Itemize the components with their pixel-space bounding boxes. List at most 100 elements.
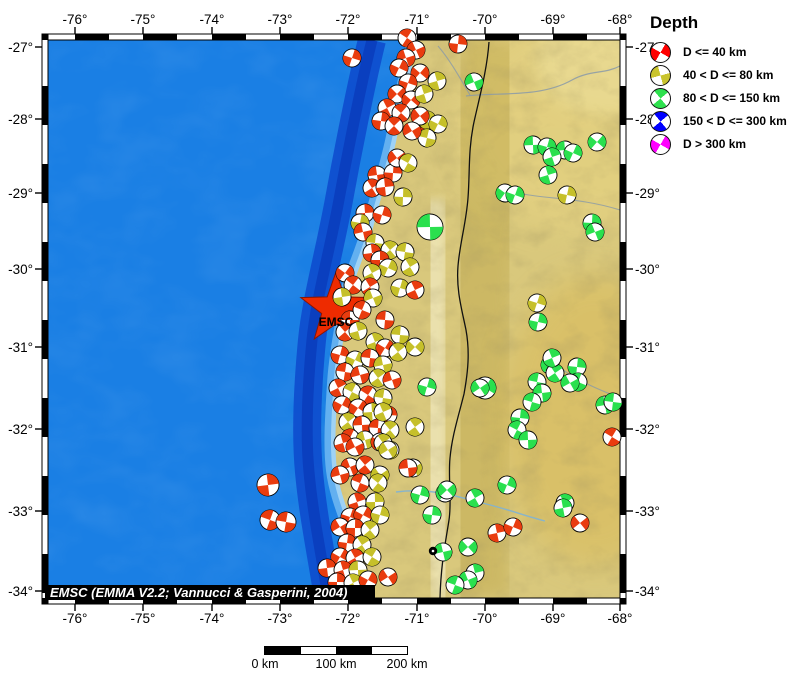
- beachball-symbol: [350, 365, 370, 385]
- beachball-symbol: [527, 293, 547, 313]
- scale-segment: [371, 647, 407, 654]
- beachball-symbol: [378, 567, 398, 587]
- beachball-symbol: [393, 187, 413, 207]
- beachball-symbol: [355, 455, 375, 475]
- beachball-symbol: [348, 321, 368, 341]
- beachball-symbol: [345, 518, 365, 538]
- beachball-symbol: [417, 377, 437, 397]
- river-line: [437, 45, 471, 96]
- beachball-symbol: [368, 368, 388, 388]
- frame-segment: [417, 598, 451, 604]
- beachball-symbol: [464, 72, 484, 92]
- lon-label-bottom: -71°: [405, 611, 430, 626]
- beachball-symbol: [370, 505, 390, 525]
- scale-segment: [300, 647, 336, 654]
- frame-segment: [620, 476, 626, 515]
- frame-corner: [620, 34, 626, 40]
- frame-segment: [280, 598, 314, 604]
- frame-segment: [143, 34, 177, 40]
- beachball-symbol: [402, 121, 422, 141]
- beachball-symbol: [570, 513, 590, 533]
- frame-corner: [42, 34, 48, 40]
- lon-label-top: -74°: [200, 12, 225, 27]
- beachball-symbol: [448, 34, 468, 54]
- lon-label-top: -73°: [268, 12, 293, 27]
- beachball-symbol: [528, 312, 548, 332]
- frame-segment: [485, 598, 519, 604]
- beachball-symbol: [378, 440, 398, 460]
- beachball-icon: [650, 64, 671, 86]
- beachball-symbol: [557, 185, 577, 205]
- frame-segment: [620, 242, 626, 281]
- lat-label-left: -31°: [8, 340, 33, 355]
- emsc-star-label: EMSC: [319, 315, 354, 329]
- beachball-symbol: [433, 542, 453, 562]
- lon-label-bottom: -76°: [63, 611, 88, 626]
- frame-segment: [553, 598, 587, 604]
- beachball-symbol: [560, 373, 580, 393]
- emsc-star: [299, 270, 373, 341]
- lon-label-bottom: -68°: [608, 611, 633, 626]
- beachball-symbol: [427, 71, 447, 91]
- attribution-box: [45, 585, 375, 600]
- lon-label-top: -70°: [473, 12, 498, 27]
- beachball-symbol: [518, 430, 538, 450]
- legend-item-shallow: D <= 40 km: [650, 41, 808, 63]
- frame-segment: [553, 34, 587, 40]
- lat-label-right: -32°: [635, 422, 660, 437]
- beachball-symbol: [395, 242, 415, 262]
- beachball-symbol: [388, 342, 408, 362]
- frame-corner: [42, 598, 48, 604]
- beachball-symbol: [542, 147, 562, 167]
- beachball-symbol: [405, 280, 425, 300]
- trench-axis: [301, 40, 378, 598]
- attribution-text: EMSC (EMMA V2.2; Vannucci & Gasperini, 2…: [50, 585, 347, 600]
- lon-label-top: -72°: [336, 12, 361, 27]
- frame-segment: [280, 34, 314, 40]
- frame-segment: [620, 398, 626, 437]
- beachball-symbol: [465, 488, 485, 508]
- lat-label-left: -34°: [8, 584, 33, 599]
- frame-segment: [417, 34, 451, 40]
- beachball-symbol: [405, 337, 425, 357]
- scale-segment: [265, 647, 301, 654]
- lon-label-top: -68°: [608, 12, 633, 27]
- map-frame: [41, 33, 627, 605]
- beachball-symbol: [523, 135, 543, 155]
- beachball-layer: [256, 28, 623, 595]
- legend-item-label: 150 < D <= 300 km: [683, 114, 787, 128]
- beachball-symbol: [330, 465, 350, 485]
- lon-label-top: -71°: [405, 12, 430, 27]
- beachball-icon: [650, 41, 671, 63]
- frame-segment: [42, 398, 48, 437]
- legend-item-verydeep: D > 300 km: [650, 133, 808, 155]
- scale-label-100: 100 km: [315, 657, 357, 671]
- beachball-symbol: [470, 378, 490, 398]
- beachball-symbol: [362, 547, 382, 567]
- beachball-symbol: [378, 258, 398, 278]
- scale-segment: [336, 647, 372, 654]
- lon-label-bottom: -69°: [541, 611, 566, 626]
- lat-label-left: -27°: [8, 40, 33, 55]
- lat-label-left: -33°: [8, 504, 33, 519]
- beachball-symbol: [350, 473, 370, 493]
- scale-label-0: 0 km: [251, 657, 279, 671]
- frame-segment: [42, 242, 48, 281]
- beachball-symbol: [416, 213, 444, 241]
- lat-label-right: -33°: [635, 504, 660, 519]
- lon-label-top: -76°: [63, 12, 88, 27]
- legend-item-label: 80 < D <= 150 km: [683, 91, 781, 105]
- beachball-symbol: [345, 437, 365, 457]
- beachball-symbol: [398, 153, 418, 173]
- city-marker-center: [431, 549, 435, 553]
- scale-bar: 0 km 100 km 200 km: [251, 646, 428, 676]
- beachball-symbol: [387, 84, 407, 104]
- beachball-symbol: [352, 300, 372, 320]
- beachball-symbol: [503, 517, 523, 537]
- frame-segment: [620, 320, 626, 359]
- lon-label-top: -75°: [131, 12, 156, 27]
- beachball-symbol: [587, 132, 607, 152]
- beachball-symbol: [505, 185, 525, 205]
- frame-segment: [75, 598, 109, 604]
- frame-segment: [620, 554, 626, 593]
